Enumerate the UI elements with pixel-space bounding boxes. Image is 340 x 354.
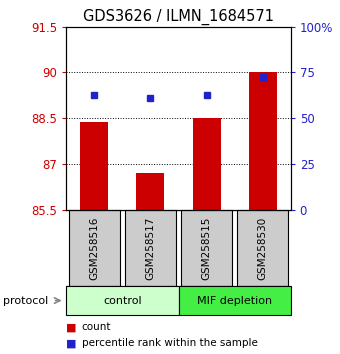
Title: GDS3626 / ILMN_1684571: GDS3626 / ILMN_1684571 (83, 9, 274, 25)
Text: GSM258530: GSM258530 (258, 216, 268, 280)
Bar (181, 210, 232, 286)
Text: GSM258515: GSM258515 (202, 216, 211, 280)
Bar (178, 286, 291, 315)
Text: control: control (103, 296, 142, 306)
Bar (136, 173, 165, 210)
Text: count: count (82, 322, 111, 332)
Text: GSM258516: GSM258516 (89, 216, 99, 280)
Bar (80, 122, 108, 210)
Text: ■: ■ (66, 322, 77, 332)
Bar (249, 72, 277, 210)
Bar (69, 210, 120, 286)
Text: ■: ■ (66, 338, 77, 348)
Text: protocol: protocol (3, 296, 49, 306)
Bar (125, 210, 176, 286)
Bar (192, 118, 221, 210)
Text: percentile rank within the sample: percentile rank within the sample (82, 338, 257, 348)
Bar (237, 210, 288, 286)
Text: MIF depletion: MIF depletion (197, 296, 272, 306)
Bar (66, 286, 178, 315)
Text: GSM258517: GSM258517 (146, 216, 155, 280)
